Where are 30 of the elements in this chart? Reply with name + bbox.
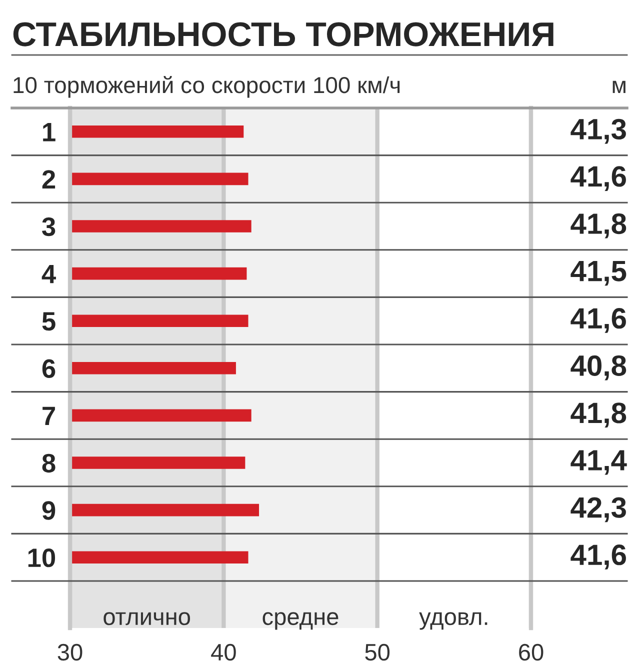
- y-tick-label: 1: [43, 123, 56, 142]
- data-label: 41,8: [570, 402, 626, 428]
- y-tick-label: 6: [42, 359, 56, 378]
- text: удовл.: [419, 612, 488, 630]
- data-label: 41,6: [570, 308, 626, 333]
- chart-title: СТАБИЛЬНОСТЬ ТОРМОЖЕНИЯ: [13, 22, 554, 46]
- band-label: отлично: [104, 612, 190, 626]
- y-tick-label: 3: [42, 217, 56, 236]
- y-tick-label: 2: [42, 170, 56, 189]
- x-tick-label: 50: [365, 644, 390, 661]
- text: м: [612, 80, 626, 93]
- y-tick-label: 10: [28, 548, 56, 568]
- data-label: 42,3: [570, 497, 626, 522]
- chart-subtitle: 10 торможений со скорости 100 км/ч: [14, 76, 400, 98]
- data-label: 41,5: [570, 261, 626, 286]
- x-tick-label: 30: [58, 644, 82, 661]
- data-label: 40,8: [570, 355, 626, 380]
- data-label: 41,3: [570, 118, 626, 144]
- y-tick-label: 9: [42, 501, 56, 520]
- y-tick-label: 8: [42, 454, 56, 473]
- y-tick-label: 7: [42, 406, 55, 426]
- data-label: 41,8: [570, 213, 626, 238]
- y-tick-label: 4: [42, 264, 56, 284]
- data-label: 41,6: [570, 166, 626, 192]
- band-label: средне: [262, 612, 338, 630]
- x-tick-label: 40: [211, 644, 236, 661]
- data-label: 41,4: [570, 450, 627, 475]
- data-label: 41,6: [570, 544, 626, 570]
- y-tick-label: 5: [42, 312, 56, 331]
- x-tick-label: 60: [519, 644, 544, 661]
